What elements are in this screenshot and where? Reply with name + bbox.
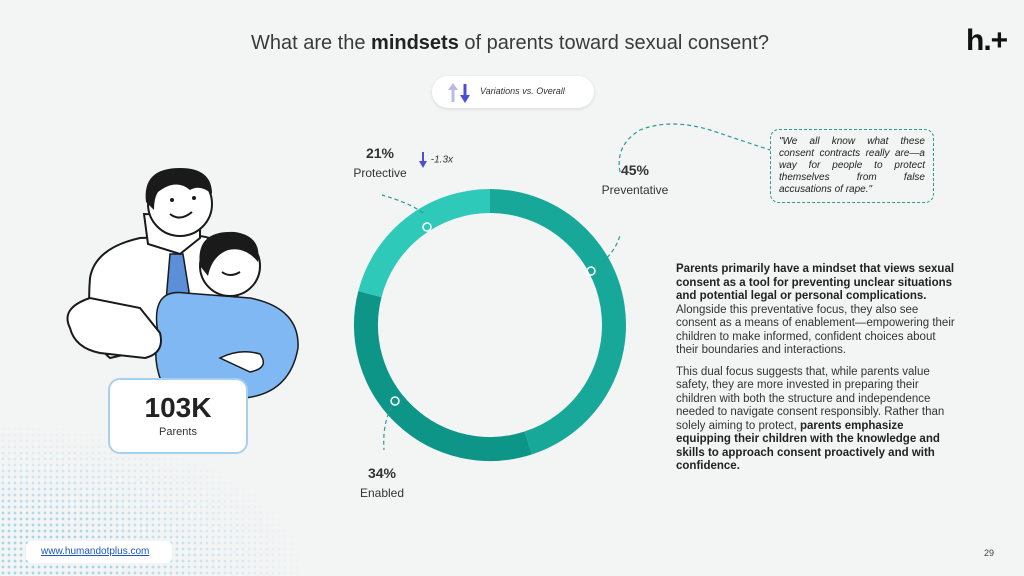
enabled-label: Enabled — [359, 486, 405, 500]
preventative-label: Preventative — [601, 183, 669, 197]
donut-segment-preventative — [489, 189, 626, 455]
insight-paragraph-1: Parents primarily have a mindset that vi… — [676, 263, 955, 356]
protective-marker — [422, 222, 432, 232]
variations-legend-label: Variations vs. Overall — [480, 86, 565, 96]
brand-logo: h.+ — [966, 24, 1008, 57]
parents-count-label: Parents — [159, 426, 197, 438]
page-number: 29 — [984, 548, 995, 558]
donut-segment-enabled — [354, 291, 533, 461]
protective-percent: 21% — [365, 145, 395, 161]
protective-variation: -1.3x — [418, 151, 453, 169]
insight-paragraph-2: This dual focus suggests that, while par… — [676, 365, 945, 473]
enabled-marker — [390, 396, 400, 406]
enabled-percent: 34% — [367, 465, 397, 481]
footer-url-box: www.humandotplus.com — [26, 541, 172, 563]
variations-legend-pill: Variations vs. Overall — [432, 76, 594, 108]
page-title: What are the mindsets of parents toward … — [250, 32, 770, 54]
insight-text: Parents primarily have a mindset that vi… — [676, 263, 956, 482]
protective-label: Protective — [353, 166, 407, 180]
parent-quote: "We all know what these consent contract… — [770, 129, 934, 203]
preventative-marker — [586, 266, 596, 276]
preventative-percent: 45% — [620, 162, 650, 178]
donut-segment-protective — [358, 189, 491, 298]
website-link[interactable]: www.humandotplus.com — [41, 546, 150, 557]
up-down-arrows-icon — [448, 83, 470, 103]
parents-count-card: 103K Parents — [108, 378, 248, 454]
parents-count-value: 103K — [144, 392, 212, 423]
protective-leader-line — [381, 194, 424, 214]
preventative-leader-line — [590, 234, 621, 272]
down-arrow-icon — [419, 152, 427, 168]
mindsets-donut-chart — [354, 189, 626, 461]
parent-child-illustration — [66, 168, 299, 399]
